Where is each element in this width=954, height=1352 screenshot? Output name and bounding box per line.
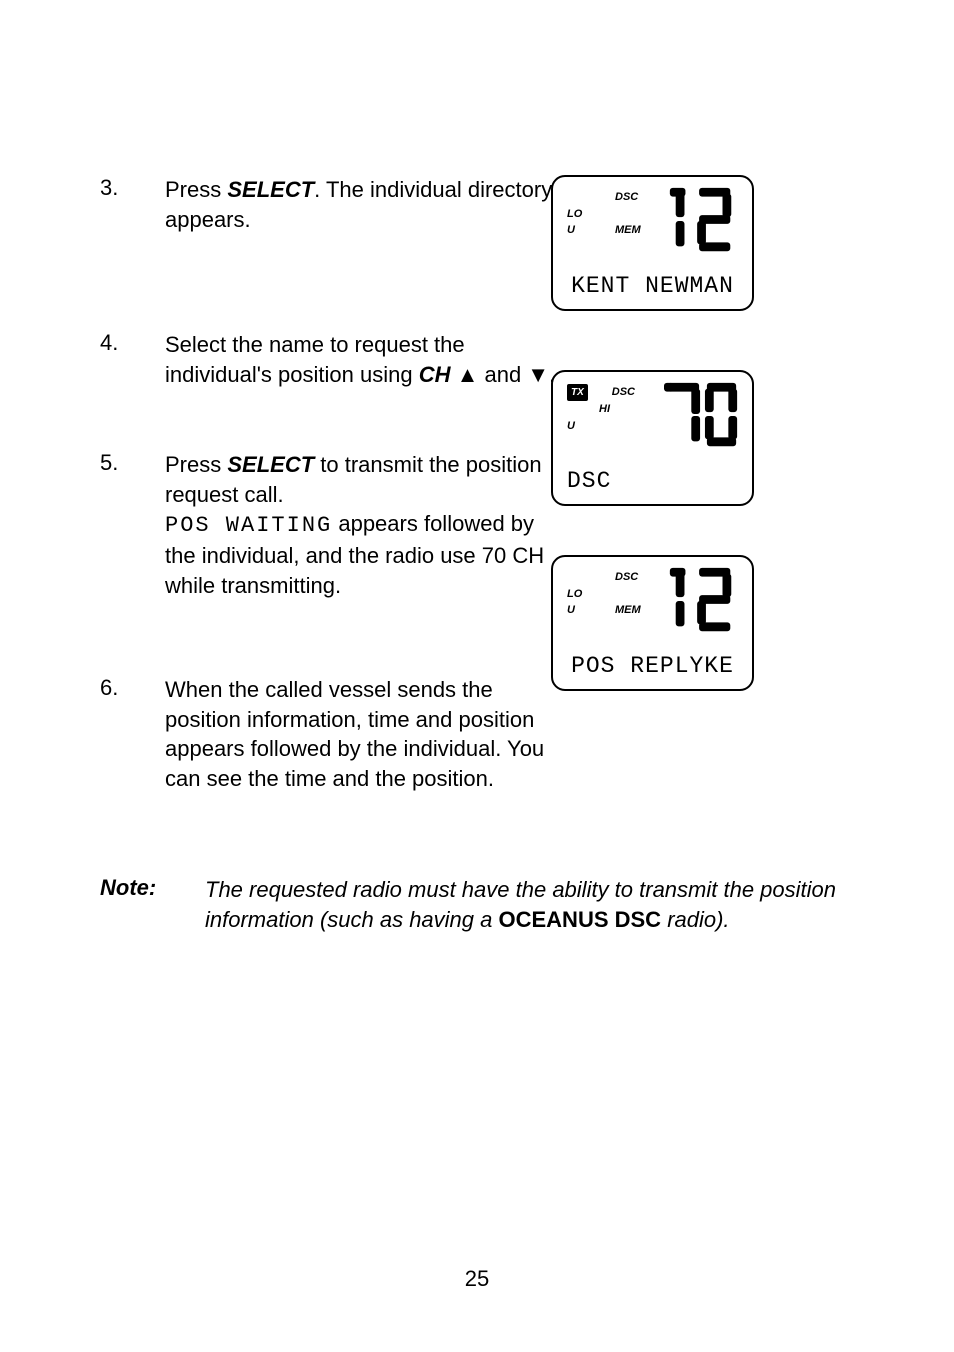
note-text: The requested radio must have the abilit… — [205, 875, 854, 934]
text-part: ▲ and ▼. — [450, 362, 555, 387]
tx-indicator: TX — [567, 384, 588, 401]
hi-indicator: HI — [599, 401, 610, 418]
step-text: Select the name to request the individua… — [165, 330, 585, 389]
u-indicator: U — [567, 602, 585, 619]
step-number: 3. — [100, 175, 165, 201]
select-keyword: SELECT — [227, 177, 314, 202]
lcd-display-2: TX DSC HI U — [551, 370, 754, 506]
mem-indicator: MEM — [615, 222, 641, 239]
lcd-box: DSC LO U MEM — [551, 175, 754, 311]
lcd-box: DSC LO U MEM — [551, 555, 754, 691]
page-number: 25 — [0, 1266, 954, 1292]
step-text: Press SELECT to transmit the position re… — [165, 450, 585, 600]
mem-indicator: MEM — [615, 602, 641, 619]
step-text: When the called vessel sends the positio… — [165, 675, 585, 794]
lcd-display-3: DSC LO U MEM — [551, 555, 754, 691]
step-number: 5. — [100, 450, 165, 476]
lcd-indicators: TX DSC HI U — [567, 384, 635, 434]
text-part: Press — [165, 452, 227, 477]
text-part: radio). — [661, 907, 729, 932]
lcd-indicators: DSC LO U MEM — [567, 569, 641, 619]
dsc-indicator: DSC — [615, 569, 638, 586]
lcd-indicators: DSC LO U MEM — [567, 189, 641, 239]
text-part: Press — [165, 177, 227, 202]
step-text: Press SELECT. The individual directory a… — [165, 175, 585, 234]
dsc-indicator: DSC — [615, 189, 638, 206]
step-number: 4. — [100, 330, 165, 356]
step-6: 6. When the called vessel sends the posi… — [100, 675, 854, 835]
lcd-bottom-text: KENT NEWMAN — [553, 273, 752, 299]
u-indicator: U — [567, 418, 575, 435]
u-indicator: U — [567, 222, 585, 239]
lcd-display-1: DSC LO U MEM — [551, 175, 754, 311]
oceanus-keyword: OCEANUS DSC — [499, 907, 662, 932]
lo-indicator: LO — [567, 206, 582, 223]
select-keyword: SELECT — [227, 452, 314, 477]
channel-number — [664, 380, 742, 450]
lcd-bottom-text: DSC — [553, 468, 752, 494]
channel-number — [664, 185, 742, 255]
note-label: Note: — [100, 875, 205, 901]
note-section: Note: The requested radio must have the … — [100, 875, 854, 934]
lcd-box: TX DSC HI U — [551, 370, 754, 506]
channel-number — [664, 565, 742, 635]
dsc-indicator: DSC — [612, 384, 635, 401]
ch-keyword: CH — [419, 362, 451, 387]
lo-indicator: LO — [567, 586, 582, 603]
lcd-bottom-text: POS REPLYKE — [553, 653, 752, 679]
pos-waiting-text: POS WAITING — [165, 513, 332, 538]
step-number: 6. — [100, 675, 165, 701]
